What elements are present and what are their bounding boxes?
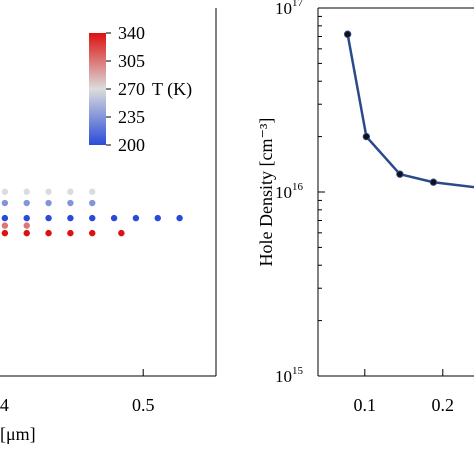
right-x-tick-label: 0.2 (432, 395, 455, 415)
scatter-point (176, 214, 183, 222)
scatter-point (89, 199, 96, 207)
hole-density-point (362, 132, 371, 141)
scatter-point (45, 214, 52, 222)
scatter-point (23, 199, 30, 207)
right-y-tick-exponent: 15 (292, 365, 304, 377)
colorbar-tick-label: 305 (118, 51, 145, 71)
scatter-point (1, 222, 9, 229)
scatter-point (118, 229, 125, 237)
right-y-tick-label: 10 (275, 367, 292, 386)
colorbar-tick-label: 235 (118, 107, 145, 127)
scatter-point (67, 188, 74, 195)
scatter-point (45, 229, 52, 237)
colorbar-tick-label: 270 (118, 79, 145, 99)
scatter-point (1, 214, 9, 222)
colorbar-tick-label: 200 (118, 135, 145, 155)
left-x-axis-label: [μm] (0, 424, 36, 444)
scatter-point (132, 214, 140, 222)
scatter-point (89, 229, 96, 237)
left-x-ticks: 0.4 0.5 (0, 369, 154, 415)
right-y-tick-label: 10 (275, 0, 292, 18)
scatter-point (23, 222, 30, 229)
colorbar-tick-label: 340 (118, 23, 145, 43)
scatter-point (67, 214, 74, 222)
scatter-point (1, 199, 9, 207)
right-y-tick-exponent: 17 (292, 0, 304, 9)
left-scatter-points (1, 188, 183, 237)
scatter-point (23, 229, 30, 237)
scatter-point (89, 188, 96, 195)
scatter-point (67, 199, 74, 207)
left-chart: 0.4 0.5 [μm] 340 305 270 235 200 T (K) (0, 8, 217, 444)
left-x-tick-label: 0.4 (0, 395, 9, 415)
right-y-tick-label: 10 (275, 183, 292, 202)
left-x-tick-label: 0.5 (132, 395, 155, 415)
scatter-point (45, 199, 52, 207)
colorbar-ticks: 340 305 270 235 200 (106, 23, 145, 155)
hole-density-series (343, 30, 474, 189)
hole-density-point (429, 178, 438, 186)
hole-density-point (396, 170, 404, 178)
colorbar-label: T (K) (152, 79, 192, 100)
colorbar: 340 305 270 235 200 T (K) (89, 23, 192, 155)
scatter-point (23, 188, 30, 195)
scatter-point (23, 214, 30, 222)
scatter-point (67, 229, 74, 237)
scatter-point (154, 214, 161, 222)
scatter-point (45, 188, 52, 195)
scatter-point (1, 229, 9, 237)
right-x-tick-label: 0.1 (354, 395, 377, 415)
right-y-tick-exponent: 16 (292, 181, 304, 193)
colorbar-gradient (89, 33, 106, 145)
scatter-point (1, 188, 9, 195)
scatter-point (89, 214, 96, 222)
hole-density-line (346, 34, 474, 189)
hole-density-point (343, 30, 352, 38)
scatter-point (110, 214, 118, 222)
right-y-axis-label: Hole Density [cm⁻³] (256, 118, 276, 267)
right-x-ticks: 0.1 0.2 (354, 369, 455, 415)
